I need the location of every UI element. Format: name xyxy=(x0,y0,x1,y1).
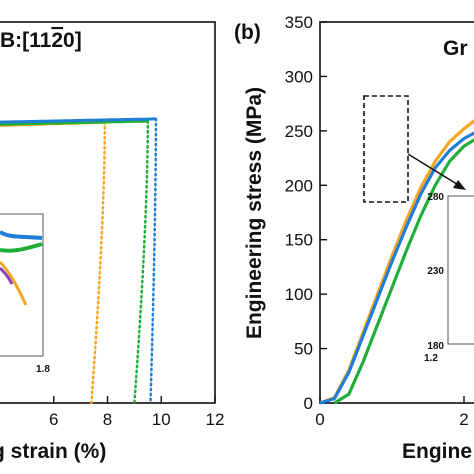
zoom-arrow-head xyxy=(453,180,466,190)
right-y-axis-title: Engineering stress (MPa) xyxy=(243,87,266,339)
right-inset: 280 230 180 1.2 xyxy=(424,192,474,364)
right-plot-frame xyxy=(319,21,474,404)
right-y-tick-label-350: 350 xyxy=(285,13,313,32)
left-inset-tick-1-8: 1.8 xyxy=(36,364,50,375)
left-inset-curve-blue xyxy=(0,230,43,240)
left-x-tick-label-10: 10 xyxy=(152,410,171,429)
left-inset-curve-purple xyxy=(0,266,14,285)
left-inset-curve-green xyxy=(0,242,43,253)
left-plot-frame xyxy=(0,21,216,404)
left-inset: 1.8 xyxy=(0,213,50,375)
right-panel-label: (b) xyxy=(234,21,261,44)
right-y-tick-label-150: 150 xyxy=(285,231,313,250)
right-panel-title: Gr xyxy=(443,37,468,60)
right-inset-ytick-280: 280 xyxy=(427,192,444,203)
left-series-blue-fracture xyxy=(149,117,158,405)
right-series-blue-line xyxy=(319,131,474,405)
left-curves xyxy=(0,117,158,405)
right-inset-frame xyxy=(447,195,474,345)
right-inset-ytick-230: 230 xyxy=(427,266,444,277)
right-y-tick-label-200: 200 xyxy=(285,176,313,195)
right-series-green-line xyxy=(333,138,474,405)
right-inset-ytick-180: 180 xyxy=(427,341,444,352)
left-series-orange-fracture xyxy=(90,120,107,405)
zoom-box xyxy=(363,95,409,203)
left-x-tick-label-6: 6 xyxy=(49,410,58,429)
left-series-blue-line xyxy=(0,117,156,124)
left-x-tick-label-12: 12 xyxy=(206,410,225,429)
right-y-tick-label-250: 250 xyxy=(285,122,313,141)
left-x-ticks: 6 8 10 12 xyxy=(49,396,224,429)
right-curves xyxy=(319,119,474,405)
right-y-tick-label-300: 300 xyxy=(285,67,313,86)
zoom-arrow-line xyxy=(407,153,461,187)
left-x-tick-label-8: 8 xyxy=(103,410,112,429)
right-inset-xtick-1-2: 1.2 xyxy=(424,353,438,364)
left-series-green-fracture xyxy=(133,119,150,405)
right-y-tick-label-50: 50 xyxy=(294,340,313,359)
left-panel-title: B:[1120] xyxy=(0,29,82,52)
right-x-tick-label-2: 2 xyxy=(459,410,468,429)
right-x-tick-label-0: 0 xyxy=(315,410,324,429)
left-inset-curve-orange xyxy=(0,260,28,306)
right-y-ticks: 0 50 100 150 200 250 300 350 xyxy=(285,13,327,413)
right-y-tick-label-0: 0 xyxy=(304,394,313,413)
left-panel: B:[1120] 1.8 6 8 10 12 g strain (%) xyxy=(0,21,224,463)
left-x-axis-title: g strain (%) xyxy=(0,440,106,463)
left-series-green-line xyxy=(0,119,148,126)
right-y-tick-label-100: 100 xyxy=(285,285,313,304)
right-x-axis-title: Engine xyxy=(402,440,472,463)
